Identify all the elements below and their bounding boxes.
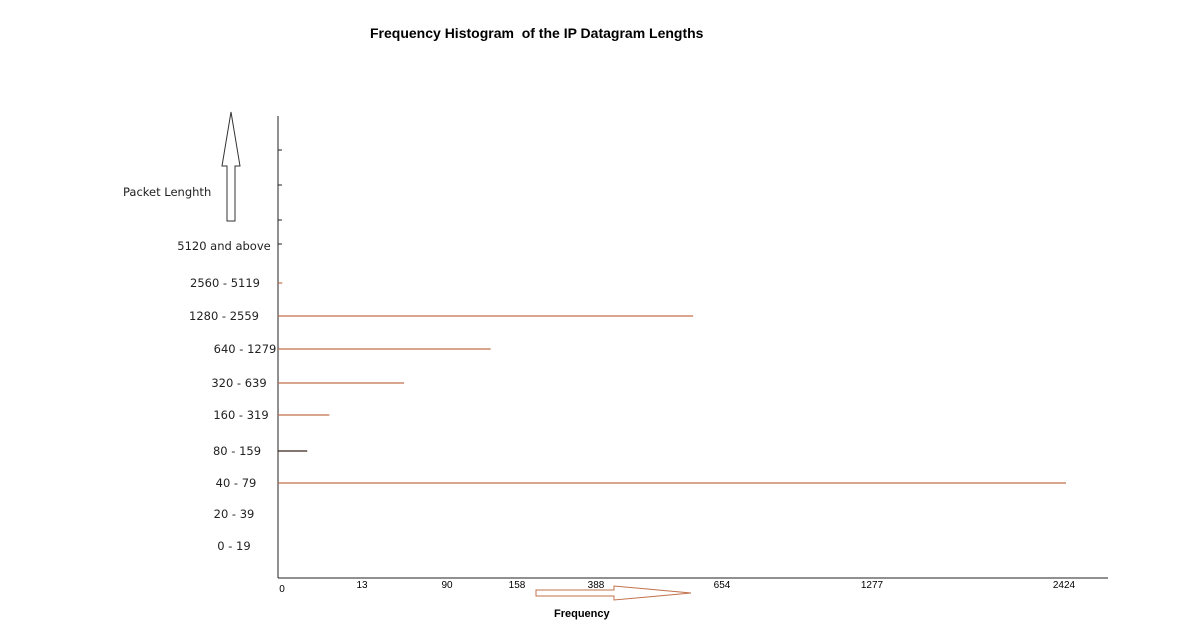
x-tick-label: 2424	[1053, 580, 1076, 591]
y-category-label: 20 - 39	[214, 507, 255, 521]
up-arrow-icon	[221, 111, 241, 222]
y-category-label: 40 - 79	[216, 476, 257, 490]
y-category-label: 320 - 639	[211, 376, 266, 390]
x-tick-label: 13	[356, 580, 368, 591]
x-tick-label: 158	[509, 580, 526, 591]
chart-title: Frequency Histogram of the IP Datagram L…	[370, 25, 704, 41]
y-category-label: 80 - 159	[213, 444, 261, 458]
y-axis-title: Packet Lenghth	[123, 185, 211, 199]
right-arrow-icon	[535, 585, 692, 601]
bars-group	[278, 282, 1066, 484]
x-tick-label: 388	[588, 580, 605, 591]
x-tick-label: 0	[279, 584, 285, 595]
x-tick-label: 654	[714, 580, 731, 591]
y-category-labels: 0 - 19 20 - 39 40 - 79 80 - 159 160 - 319 320…	[177, 239, 276, 553]
x-tick-label: 90	[441, 580, 453, 591]
y-category-label: 640 - 1279	[214, 342, 277, 356]
y-category-label: 2560 - 5119	[190, 276, 260, 290]
y-category-label: 0 - 19	[217, 539, 250, 553]
x-tick-label: 1277	[861, 580, 884, 591]
x-axis-title: Frequency	[554, 608, 611, 620]
x-tick-labels: 0 13 90 158 388 654 1277 2424	[279, 580, 1075, 595]
y-category-label: 5120 and above	[177, 239, 270, 253]
y-category-label: 1280 - 2559	[189, 309, 259, 323]
y-category-label: 160 - 319	[213, 408, 268, 422]
